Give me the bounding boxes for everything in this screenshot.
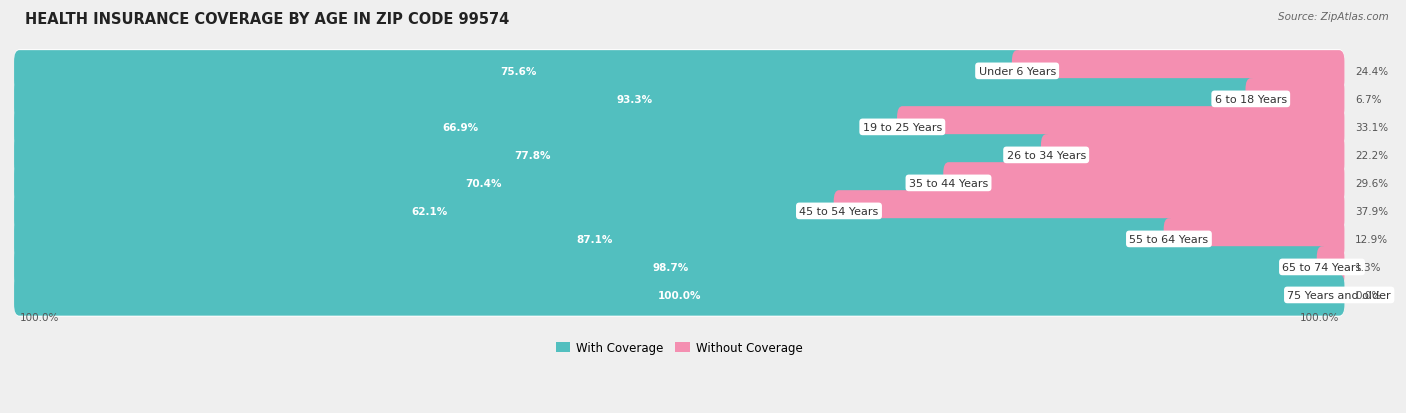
Text: 70.4%: 70.4% — [465, 178, 502, 188]
Text: 33.1%: 33.1% — [1355, 123, 1388, 133]
FancyBboxPatch shape — [14, 275, 1344, 316]
FancyBboxPatch shape — [14, 162, 1344, 205]
Text: 1.3%: 1.3% — [1355, 262, 1382, 272]
Text: 100.0%: 100.0% — [20, 313, 59, 323]
Text: 24.4%: 24.4% — [1355, 67, 1388, 77]
Text: Under 6 Years: Under 6 Years — [979, 67, 1056, 77]
FancyBboxPatch shape — [14, 190, 1344, 233]
FancyBboxPatch shape — [14, 218, 1344, 261]
FancyBboxPatch shape — [1040, 135, 1344, 176]
Text: 98.7%: 98.7% — [652, 262, 689, 272]
FancyBboxPatch shape — [14, 134, 1344, 177]
Text: 45 to 54 Years: 45 to 54 Years — [800, 206, 879, 216]
FancyBboxPatch shape — [14, 79, 1256, 120]
Text: 93.3%: 93.3% — [617, 95, 654, 104]
FancyBboxPatch shape — [14, 51, 1022, 93]
FancyBboxPatch shape — [1246, 79, 1344, 120]
FancyBboxPatch shape — [14, 247, 1327, 288]
Text: 35 to 44 Years: 35 to 44 Years — [908, 178, 988, 188]
FancyBboxPatch shape — [14, 246, 1344, 289]
Text: 75 Years and older: 75 Years and older — [1288, 290, 1391, 300]
FancyBboxPatch shape — [14, 106, 1344, 149]
Text: 75.6%: 75.6% — [501, 67, 537, 77]
Text: 12.9%: 12.9% — [1355, 234, 1388, 244]
Text: HEALTH INSURANCE COVERAGE BY AGE IN ZIP CODE 99574: HEALTH INSURANCE COVERAGE BY AGE IN ZIP … — [25, 12, 509, 27]
Text: 6 to 18 Years: 6 to 18 Years — [1215, 95, 1286, 104]
FancyBboxPatch shape — [1164, 218, 1344, 260]
Legend: With Coverage, Without Coverage: With Coverage, Without Coverage — [551, 336, 807, 358]
FancyBboxPatch shape — [1012, 51, 1344, 93]
FancyBboxPatch shape — [14, 191, 844, 232]
FancyBboxPatch shape — [897, 107, 1344, 148]
Text: 19 to 25 Years: 19 to 25 Years — [863, 123, 942, 133]
Text: 100.0%: 100.0% — [658, 290, 702, 300]
Text: 65 to 74 Years: 65 to 74 Years — [1282, 262, 1361, 272]
Text: Source: ZipAtlas.com: Source: ZipAtlas.com — [1278, 12, 1389, 22]
Text: 77.8%: 77.8% — [515, 150, 551, 161]
Text: 87.1%: 87.1% — [576, 234, 613, 244]
FancyBboxPatch shape — [943, 163, 1344, 204]
Text: 66.9%: 66.9% — [443, 123, 479, 133]
Text: 55 to 64 Years: 55 to 64 Years — [1129, 234, 1209, 244]
Text: 62.1%: 62.1% — [411, 206, 447, 216]
FancyBboxPatch shape — [1317, 247, 1344, 288]
FancyBboxPatch shape — [14, 163, 953, 204]
Text: 100.0%: 100.0% — [1299, 313, 1339, 323]
FancyBboxPatch shape — [834, 191, 1344, 232]
Text: 0.0%: 0.0% — [1355, 290, 1381, 300]
Text: 6.7%: 6.7% — [1355, 95, 1382, 104]
FancyBboxPatch shape — [14, 78, 1344, 121]
Text: 37.9%: 37.9% — [1355, 206, 1388, 216]
FancyBboxPatch shape — [14, 218, 1174, 260]
FancyBboxPatch shape — [14, 50, 1344, 93]
Text: 26 to 34 Years: 26 to 34 Years — [1007, 150, 1085, 161]
Text: 22.2%: 22.2% — [1355, 150, 1388, 161]
FancyBboxPatch shape — [14, 107, 908, 148]
Text: 29.6%: 29.6% — [1355, 178, 1388, 188]
FancyBboxPatch shape — [14, 273, 1344, 317]
FancyBboxPatch shape — [14, 135, 1052, 176]
